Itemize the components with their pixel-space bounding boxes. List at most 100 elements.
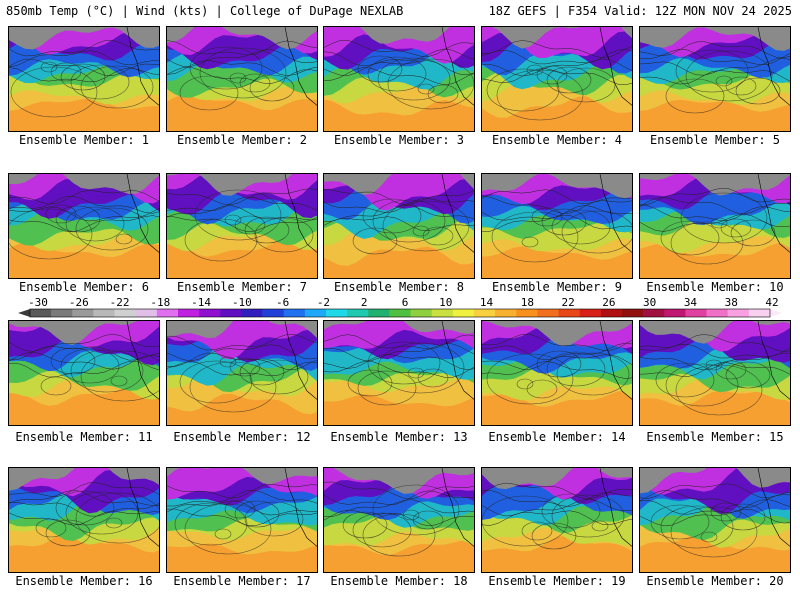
ensemble-member-label: Ensemble Member: 20: [646, 574, 784, 588]
colorbar-segment: [706, 309, 729, 317]
ensemble-map-8: [323, 173, 475, 279]
colorbar-tick-label: 22: [561, 296, 575, 309]
temperature-field: [324, 321, 474, 425]
colorbar-segment: [600, 309, 623, 317]
colorbar-tick-label: -30: [28, 296, 48, 309]
temperature-field: [482, 468, 632, 572]
ensemble-member-label: Ensemble Member: 5: [649, 133, 781, 147]
colorbar-tick-label: 30: [643, 296, 657, 309]
temperature-field: [482, 174, 632, 278]
ensemble-member-label: Ensemble Member: 10: [646, 280, 784, 294]
colorbar-segment: [579, 309, 602, 317]
ensemble-map-17: [166, 467, 318, 573]
map-title: 850mb Temp (°C) | Wind (kts) | College o…: [6, 4, 404, 18]
ensemble-map-20: [639, 467, 791, 573]
ensemble-map-2: [166, 26, 318, 132]
ensemble-member-label: Ensemble Member: 14: [488, 430, 626, 444]
colorbar-segment: [664, 309, 686, 317]
colorbar-segment: [51, 309, 73, 317]
colorbar-segment: [368, 309, 390, 317]
ensemble-map-6: [8, 173, 160, 279]
ensemble-member-label: Ensemble Member: 8: [333, 280, 465, 294]
colorbar-tick-label: 42: [765, 296, 779, 309]
ensemble-map-1: [8, 26, 160, 132]
temperature-field: [640, 27, 790, 131]
colorbar-segment: [241, 309, 263, 317]
colorbar-segment: [410, 309, 433, 317]
ensemble-member-label: Ensemble Member: 7: [176, 280, 308, 294]
colorbar-segment: [304, 309, 327, 317]
colorbar-tick-label: -14: [191, 296, 212, 309]
colorbar-segment: [537, 309, 559, 317]
ensemble-map-11: [8, 320, 160, 426]
temperature-field: [324, 27, 474, 131]
colorbar-segment: [474, 309, 496, 317]
colorbar-segment: [93, 309, 115, 317]
ensemble-member-label: Ensemble Member: 9: [491, 280, 623, 294]
colorbar-tick-label: 34: [683, 296, 698, 309]
ensemble-member-label: Ensemble Member: 11: [15, 430, 153, 444]
ensemble-map-16: [8, 467, 160, 573]
ensemble-member-label: Ensemble Member: 6: [18, 280, 150, 294]
colorbar-tick-label: 6: [401, 296, 409, 309]
colorbar-segment: [72, 309, 94, 317]
ensemble-member-label: Ensemble Member: 12: [173, 430, 311, 444]
ensemble-map-5: [639, 26, 791, 132]
colorbar-segment: [262, 309, 285, 317]
ensemble-member-label: Ensemble Member: 18: [330, 574, 468, 588]
ensemble-map-13: [323, 320, 475, 426]
temperature-field: [482, 27, 632, 131]
temperature-field: [9, 27, 159, 131]
temperature-colorbar: [8, 297, 792, 319]
colorbar-tick-label: -2: [316, 296, 331, 309]
colorbar-segment: [283, 309, 306, 317]
temperature-field: [640, 321, 790, 425]
ensemble-map-15: [639, 320, 791, 426]
colorbar-segment: [347, 309, 369, 317]
colorbar-segment: [452, 309, 475, 317]
ensemble-map-4: [481, 26, 633, 132]
colorbar-segment: [178, 309, 200, 317]
ensemble-member-label: Ensemble Member: 19: [488, 574, 626, 588]
ensemble-map-7: [166, 173, 318, 279]
ensemble-member-label: Ensemble Member: 1: [18, 133, 150, 147]
colorbar-tick-label: 14: [479, 296, 494, 309]
temperature-field: [640, 468, 790, 572]
colorbar-tick-label: -10: [231, 296, 252, 309]
ensemble-map-14: [481, 320, 633, 426]
temperature-field: [324, 174, 474, 278]
ensemble-member-label: Ensemble Member: 2: [176, 133, 308, 147]
colorbar-segment: [516, 309, 538, 317]
colorbar-high-arrow: [770, 309, 782, 317]
valid-time: 18Z GEFS | F354 Valid: 12Z MON NOV 24 20…: [488, 4, 792, 18]
colorbar-tick-label: 18: [520, 296, 534, 309]
colorbar-tick-label: 38: [724, 296, 738, 309]
ensemble-member-label: Ensemble Member: 4: [491, 133, 623, 147]
ensemble-map-10: [639, 173, 791, 279]
ensemble-map-3: [323, 26, 475, 132]
temperature-field: [9, 321, 159, 425]
colorbar-segment: [558, 309, 581, 317]
temperature-field: [482, 321, 632, 425]
ensemble-map-9: [481, 173, 633, 279]
colorbar-segment: [156, 309, 179, 317]
colorbar-low-arrow: [18, 309, 30, 317]
ensemble-member-label: Ensemble Member: 15: [646, 430, 784, 444]
colorbar-segment: [199, 309, 221, 317]
colorbar-segment: [622, 309, 644, 317]
colorbar-segment: [326, 309, 348, 317]
colorbar-segment: [748, 309, 771, 317]
ensemble-member-label: Ensemble Member: 17: [173, 574, 311, 588]
ensemble-map-18: [323, 467, 475, 573]
colorbar-segment: [30, 309, 52, 317]
colorbar-tick-label: -26: [68, 296, 89, 309]
colorbar-tick-label: -6: [276, 296, 290, 309]
colorbar-segment: [389, 309, 411, 317]
ensemble-member-label: Ensemble Member: 13: [330, 430, 468, 444]
colorbar-tick-label: -22: [109, 296, 130, 309]
colorbar-tick-label: 10: [439, 296, 453, 309]
temperature-field: [9, 468, 159, 572]
ensemble-map-19: [481, 467, 633, 573]
colorbar-segment: [114, 309, 137, 317]
colorbar-tick-label: 2: [360, 296, 368, 309]
